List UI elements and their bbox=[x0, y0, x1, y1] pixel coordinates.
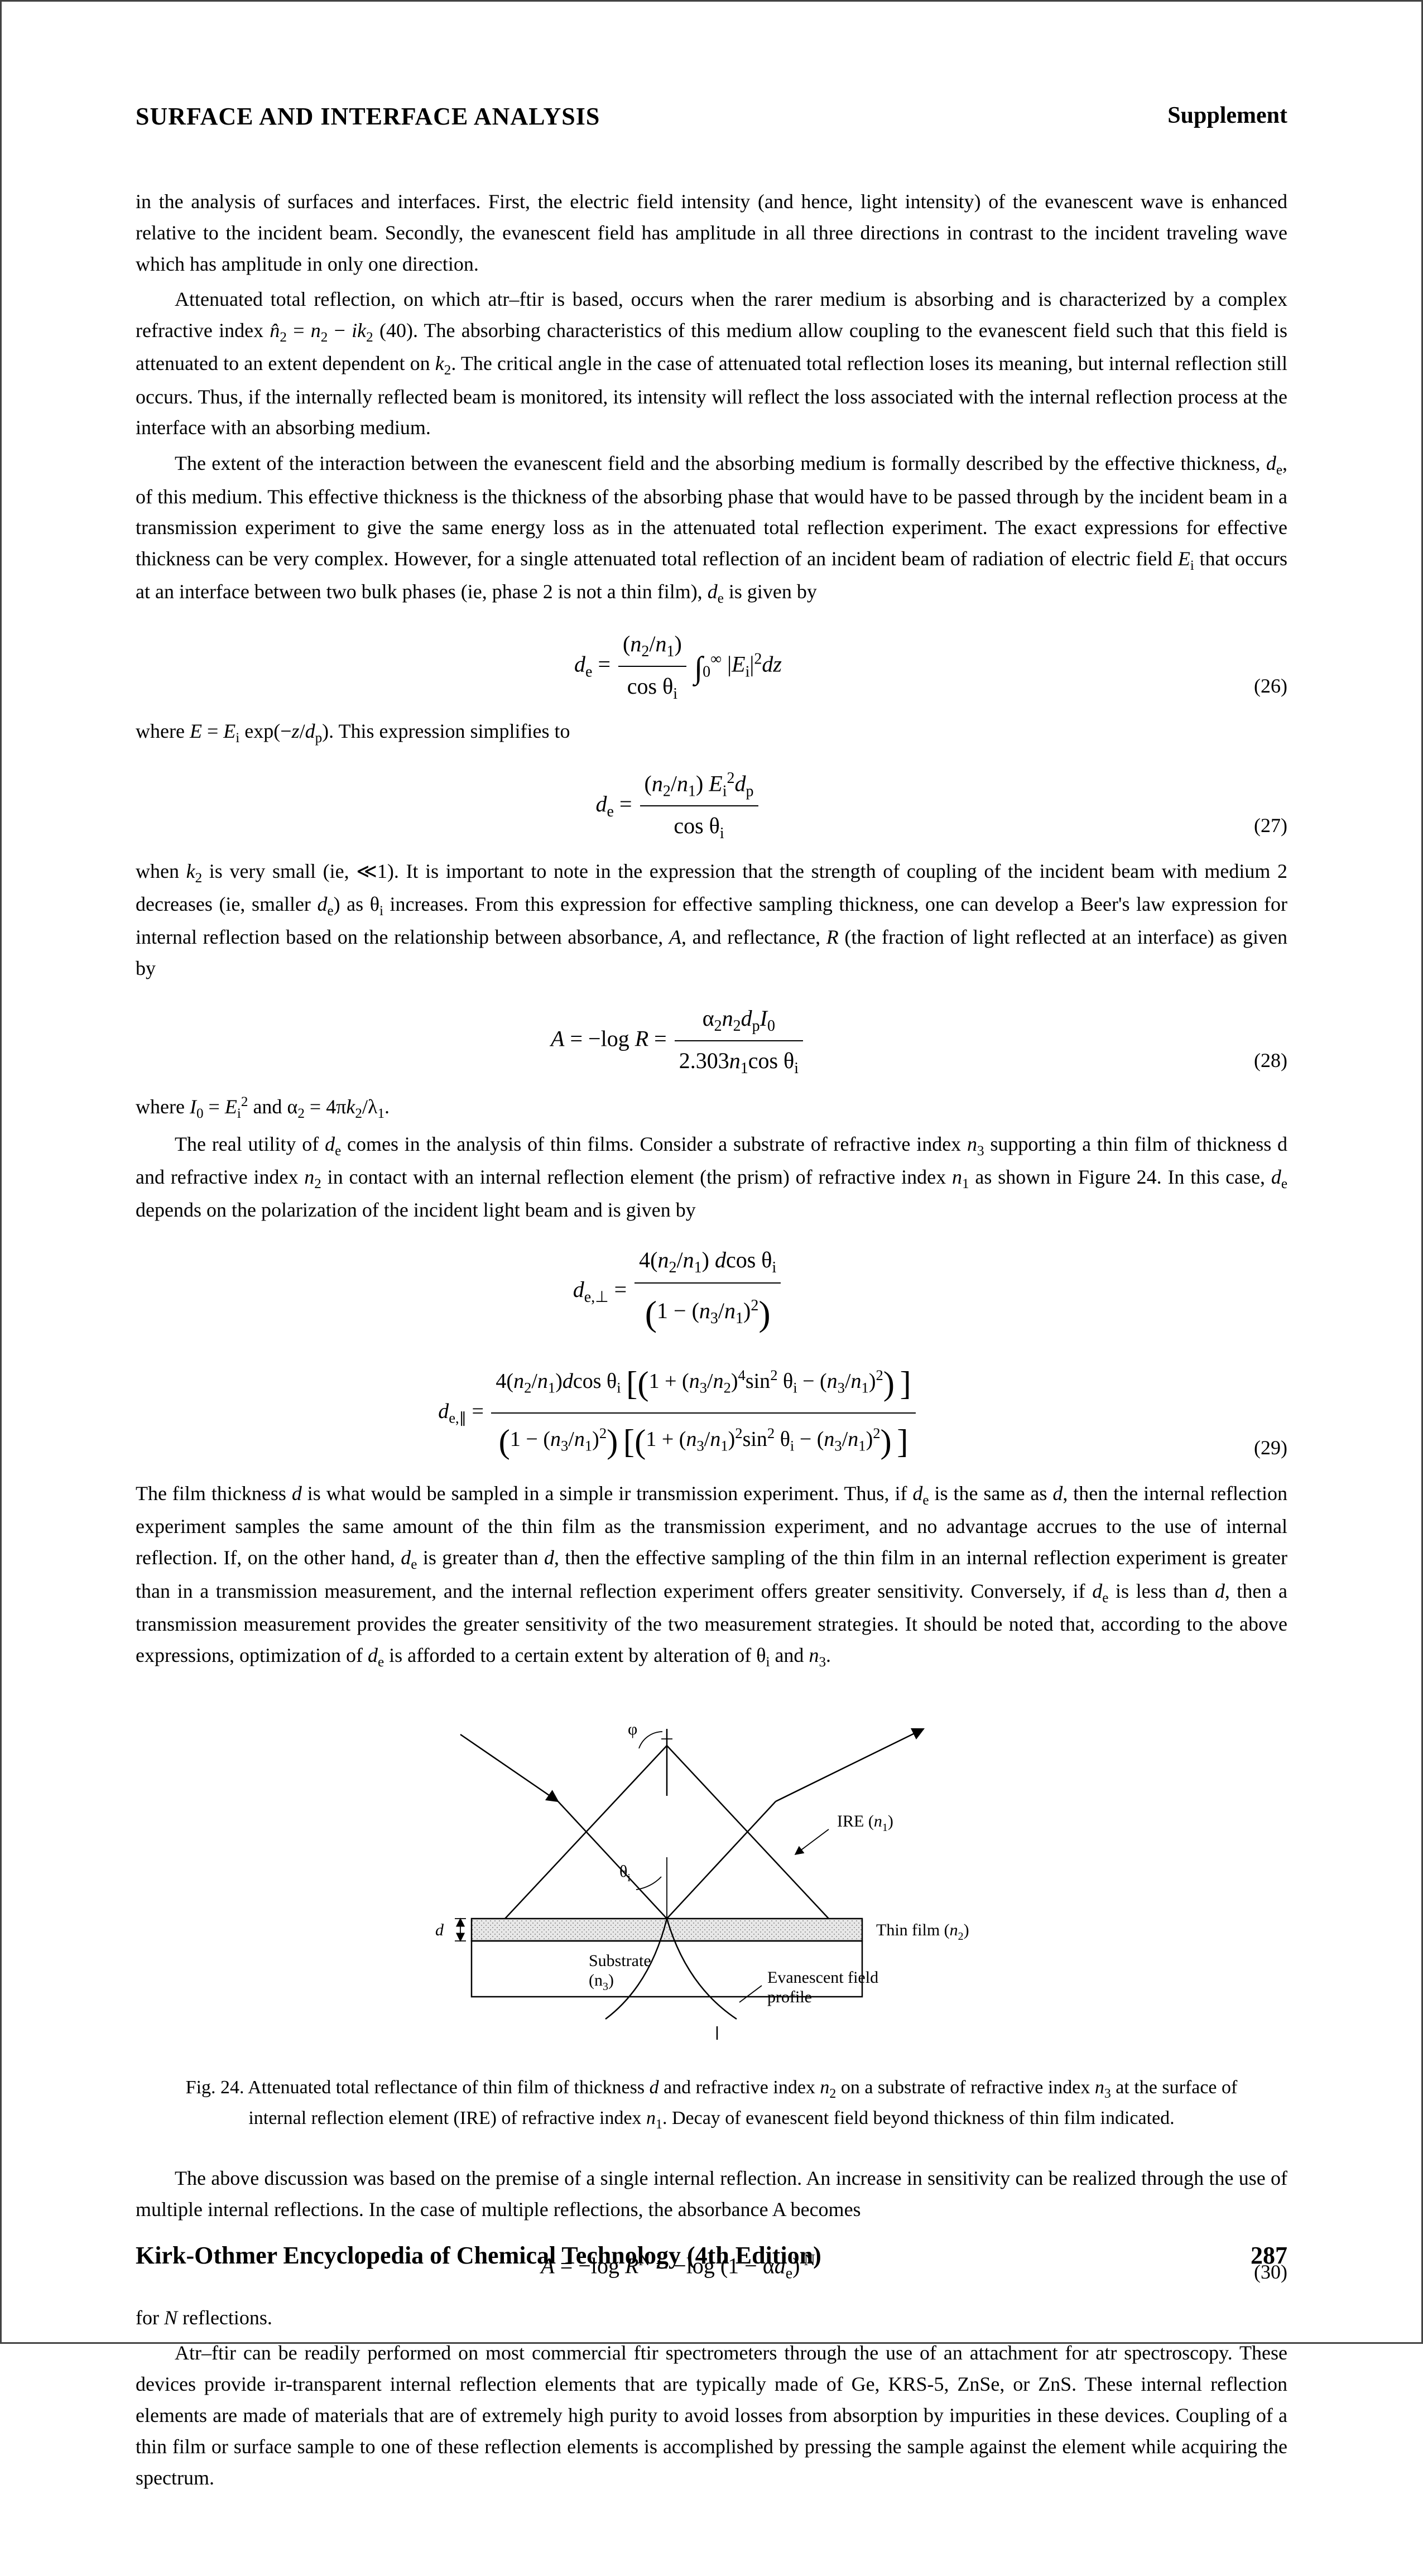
para-1: in the analysis of surfaces and interfac… bbox=[136, 186, 1287, 280]
eq26-num: (26) bbox=[1220, 671, 1287, 707]
eq28-body: A = −log R = α2n2dpI02.303n1cos θi bbox=[136, 1001, 1220, 1081]
para-10: for N reflections. bbox=[136, 2303, 1287, 2334]
para-6: where I0 = Ei2 and α2 = 4πk2/λ1. bbox=[136, 1091, 1287, 1124]
p5e: , and reflectance, bbox=[681, 926, 826, 948]
para-9: The above discussion was based on the pr… bbox=[136, 2163, 1287, 2226]
equation-26: de = (n2/n1)cos θi ∫0∞ |Ei|2dz (26) bbox=[136, 627, 1287, 707]
eq29b-body: de,∥ = 4(n2/n1)dcos θi [(1 + (n3/n2)4sin… bbox=[136, 1358, 1220, 1468]
eq26-body: de = (n2/n1)cos θi ∫0∞ |Ei|2dz bbox=[136, 627, 1220, 707]
p7e: as shown in Figure 24. In this case, bbox=[969, 1166, 1271, 1188]
eq29a-body: de,⊥ = 4(n2/n1) dcos θi(1 − (n3/n1)2) bbox=[136, 1243, 1220, 1341]
p8i: is afforded to a certain extent by alter… bbox=[384, 1644, 766, 1666]
eq27-body: de = (n2/n1) Ei2dpcos θi bbox=[136, 766, 1220, 846]
svg-text:Thin film (n2): Thin film (n2) bbox=[876, 1921, 969, 1943]
para-3: The extent of the interaction between th… bbox=[136, 448, 1287, 609]
p6a: where bbox=[136, 1095, 190, 1118]
p7a: The real utility of bbox=[175, 1133, 325, 1155]
capA: Fig. 24. Attenuated total reflectance of… bbox=[186, 2077, 650, 2098]
para-2: Attenuated total reflection, on which at… bbox=[136, 284, 1287, 444]
svg-text:IRE (n1): IRE (n1) bbox=[837, 1812, 893, 1834]
p8c: is the same as bbox=[929, 1482, 1053, 1505]
figure-24: φ θi IRE (n1) Thin film (n2) Substrate(n3) Ev… bbox=[136, 1701, 1287, 2056]
para-8: The film thickness d is what would be sa… bbox=[136, 1478, 1287, 1673]
equation-28: A = −log R = α2n2dpI02.303n1cos θi (28) bbox=[136, 1001, 1287, 1081]
p8k: . bbox=[826, 1644, 831, 1666]
header-right: Supplement bbox=[1167, 102, 1287, 131]
svg-text:profile: profile bbox=[767, 1988, 812, 2006]
svg-text:Substrate: Substrate bbox=[589, 1952, 651, 1970]
page-footer: Kirk-Othmer Encyclopedia of Chemical Tec… bbox=[136, 2241, 1287, 2270]
eq28-num: (28) bbox=[1220, 1045, 1287, 1081]
capE: . Decay of evanescent field beyond thick… bbox=[662, 2108, 1175, 2128]
p8e: is greater than bbox=[417, 1546, 544, 1569]
p7f: depends on the polarization of the incid… bbox=[136, 1199, 696, 1221]
para-7: The real utility of de comes in the anal… bbox=[136, 1129, 1287, 1226]
svg-text:(n3): (n3) bbox=[589, 1971, 614, 1993]
p7b: comes in the analysis of thin films. Con… bbox=[341, 1133, 967, 1155]
p6b: and bbox=[248, 1095, 287, 1118]
equation-29b: de,∥ = 4(n2/n1)dcos θi [(1 + (n3/n2)4sin… bbox=[136, 1358, 1287, 1468]
page: SURFACE AND INTERFACE ANALYSIS Supplemen… bbox=[2, 2, 1421, 2576]
svg-text:Evanescent field: Evanescent field bbox=[767, 1968, 878, 1987]
eq29-num: (29) bbox=[1220, 1433, 1287, 1468]
para-4: where E = Ei exp(−z/dp). This expression… bbox=[136, 716, 1287, 749]
p5a: when bbox=[136, 860, 186, 882]
body-content: in the analysis of surfaces and interfac… bbox=[136, 186, 1287, 2493]
p8b: is what would be sampled in a simple ir … bbox=[302, 1482, 913, 1505]
p6c: . bbox=[384, 1095, 390, 1118]
equation-29a: de,⊥ = 4(n2/n1) dcos θi(1 − (n3/n1)2) bbox=[136, 1243, 1287, 1341]
figure-24-svg: φ θi IRE (n1) Thin film (n2) Substrate(n3) Ev… bbox=[405, 1701, 1018, 2047]
footer-left: Kirk-Othmer Encyclopedia of Chemical Tec… bbox=[136, 2241, 821, 2270]
p4b: . This expression simplifies to bbox=[329, 720, 570, 742]
svg-text:d: d bbox=[435, 1921, 444, 1939]
para-5: when k2 is very small (ie, ≪1). It is im… bbox=[136, 856, 1287, 984]
p7d: in contact with an internal reflection e… bbox=[321, 1166, 952, 1188]
footer-page-number: 287 bbox=[1251, 2241, 1287, 2270]
p5c: ) as θ bbox=[334, 893, 379, 915]
page-header: SURFACE AND INTERFACE ANALYSIS Supplemen… bbox=[136, 102, 1287, 131]
svg-text:θi: θi bbox=[619, 1862, 631, 1884]
capB: and refractive index bbox=[659, 2077, 820, 2098]
p10b: reflections. bbox=[177, 2306, 272, 2329]
equation-27: de = (n2/n1) Ei2dpcos θi (27) bbox=[136, 766, 1287, 846]
svg-text:φ: φ bbox=[628, 1720, 637, 1738]
p3d: is given by bbox=[724, 580, 817, 603]
p3a: The extent of the interaction between th… bbox=[175, 452, 1266, 474]
figure-24-caption: Fig. 24. Attenuated total reflectance of… bbox=[181, 2073, 1242, 2135]
eq27-num: (27) bbox=[1220, 810, 1287, 846]
p8j: and bbox=[770, 1644, 809, 1666]
header-left: SURFACE AND INTERFACE ANALYSIS bbox=[136, 102, 600, 131]
p8g: is less than bbox=[1108, 1580, 1214, 1602]
p4a: where bbox=[136, 720, 190, 742]
para-11: Atr–ftir can be readily performed on mos… bbox=[136, 2338, 1287, 2493]
n-hat: n̂ bbox=[270, 319, 280, 342]
capC: on a substrate of refractive index bbox=[836, 2077, 1095, 2098]
p8a: The film thickness bbox=[136, 1482, 292, 1505]
p10a: for bbox=[136, 2306, 164, 2329]
